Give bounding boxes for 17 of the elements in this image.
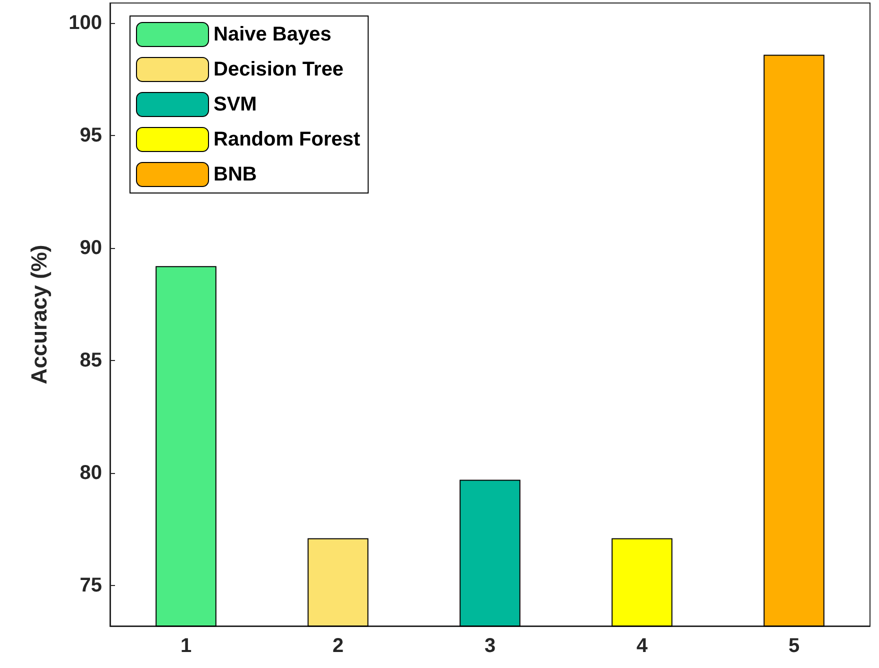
x-tick-label: 4 xyxy=(636,635,648,657)
legend-label: Decision Tree xyxy=(214,58,344,80)
y-axis-title: Accuracy (%) xyxy=(26,244,52,384)
legend-label: Naive Bayes xyxy=(214,24,332,46)
legend-label: BNB xyxy=(214,164,257,186)
y-tick-label: 85 xyxy=(80,350,102,372)
legend-label: Random Forest xyxy=(214,128,361,150)
x-tick-label: 3 xyxy=(484,635,496,657)
y-tick-label: 80 xyxy=(80,462,102,484)
x-tick-label: 5 xyxy=(788,635,800,657)
y-tick-label: 75 xyxy=(80,574,102,597)
legend-label: SVM xyxy=(214,94,257,116)
y-tick-label: 100 xyxy=(68,12,102,34)
y-tick-label: 95 xyxy=(80,124,102,147)
x-tick-label: 2 xyxy=(332,635,344,657)
x-tick-label: 1 xyxy=(180,635,192,657)
y-tick-label: 90 xyxy=(80,237,102,260)
